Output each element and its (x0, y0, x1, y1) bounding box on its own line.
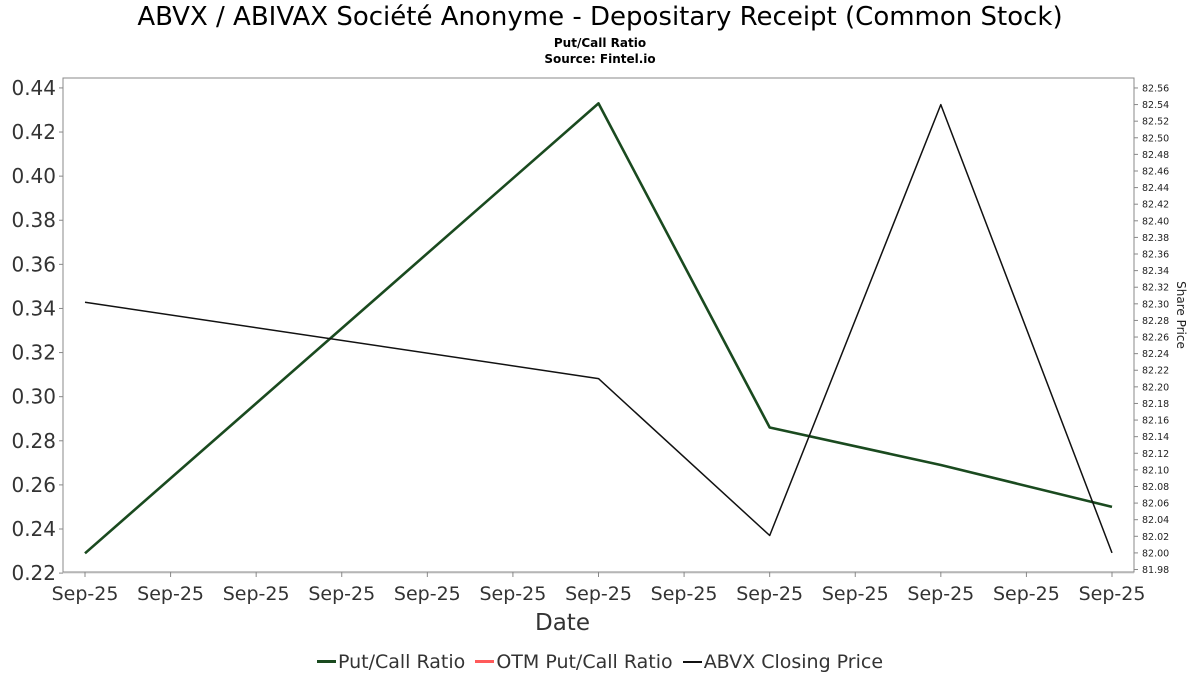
y-tick-label-left: 0.28 (11, 429, 56, 453)
chart-title: ABVX / ABIVAX Société Anonyme - Deposita… (137, 2, 1063, 32)
y-tick-label-left: 0.38 (11, 208, 56, 232)
y-tick-label-right: 82.20 (1142, 382, 1169, 393)
series-line-2 (84, 103, 1113, 554)
legend-swatch-otm-put-call (475, 660, 495, 663)
y-tick-label-right: 82.56 (1142, 83, 1169, 94)
y-tick-label-right: 82.38 (1142, 233, 1169, 244)
y-tick-label-right: 82.04 (1142, 515, 1169, 526)
y-axis-title-right: Share Price (1174, 281, 1188, 349)
y-tick-label-right: 82.14 (1142, 432, 1169, 443)
series-line-0 (84, 102, 1113, 555)
y-tick-label-right: 82.36 (1142, 250, 1169, 261)
x-tick-label: Sep-25 (308, 583, 375, 605)
chart-subtitle: Put/Call Ratio (553, 36, 647, 50)
y-tick-label-left: 0.32 (11, 341, 56, 365)
y-tick-label-right: 82.00 (1142, 548, 1169, 559)
y-tick-label-right: 82.24 (1142, 349, 1169, 360)
y-tick-label-left: 0.40 (11, 164, 56, 188)
x-axis-title: Date (535, 610, 590, 636)
y-tick-label-right: 82.26 (1142, 333, 1169, 344)
y-tick-label-right: 82.28 (1142, 316, 1169, 327)
x-tick-label: Sep-25 (651, 583, 718, 605)
legend-label-otm-put-call: OTM Put/Call Ratio (496, 650, 673, 673)
x-tick-label: Sep-25 (52, 583, 119, 605)
y-tick-label-right: 82.18 (1142, 399, 1169, 410)
legend: Put/Call Ratio OTM Put/Call Ratio ABVX C… (0, 646, 1200, 673)
y-tick-label-left: 0.24 (11, 517, 56, 541)
x-tick-label: Sep-25 (822, 583, 889, 605)
y-tick-label-left: 0.42 (11, 120, 56, 144)
y-tick-label-right: 82.22 (1142, 366, 1169, 377)
legend-label-put-call: Put/Call Ratio (337, 650, 466, 673)
y-tick-label-left: 0.44 (11, 76, 56, 100)
x-tick-label: Sep-25 (736, 583, 803, 605)
y-tick-label-right: 82.02 (1142, 532, 1169, 543)
legend-item-otm-put-call[interactable]: OTM Put/Call Ratio (475, 650, 673, 673)
y-tick-label-right: 81.98 (1142, 565, 1169, 576)
x-tick-label: Sep-25 (479, 583, 546, 605)
legend-swatch-closing-price (682, 661, 702, 663)
y-tick-label-right: 82.48 (1142, 150, 1169, 161)
x-tick-label: Sep-25 (1079, 583, 1146, 605)
x-tick-label: Sep-25 (223, 583, 290, 605)
series-layer (84, 102, 1113, 555)
y-tick-label-right: 82.50 (1142, 133, 1169, 144)
x-tick-label: Sep-25 (993, 583, 1060, 605)
y-tick-label-left: 0.26 (11, 473, 56, 497)
y-tick-label-right: 82.34 (1142, 266, 1169, 277)
y-tick-label-right: 82.46 (1142, 166, 1169, 177)
y-tick-label-right: 82.16 (1142, 416, 1169, 427)
y-tick-label-right: 82.54 (1142, 100, 1169, 111)
y-tick-label-right: 82.32 (1142, 283, 1169, 294)
y-tick-label-right: 82.06 (1142, 499, 1169, 510)
chart-source: Source: Fintel.io (544, 52, 656, 66)
y-tick-label-right: 82.10 (1142, 465, 1169, 476)
y-tick-label-left: 0.22 (11, 561, 56, 585)
y-tick-label-left: 0.34 (11, 296, 56, 320)
x-tick-label: Sep-25 (565, 583, 632, 605)
legend-item-put-call[interactable]: Put/Call Ratio (316, 650, 466, 673)
axes-layer (59, 77, 1138, 577)
y-tick-label-right: 82.12 (1142, 449, 1169, 460)
plot-frame (62, 77, 1135, 573)
legend-swatch-put-call (316, 660, 336, 663)
y-tick-label-right: 82.08 (1142, 482, 1169, 493)
y-tick-label-right: 82.42 (1142, 200, 1169, 211)
y-tick-label-right: 82.52 (1142, 117, 1169, 128)
y-tick-label-left: 0.30 (11, 385, 56, 409)
legend-label-closing-price: ABVX Closing Price (703, 651, 884, 673)
x-tick-label: Sep-25 (394, 583, 461, 605)
labels-layer: Sep-25 Sep-25 Sep-25 Sep-25 Sep-25 Sep-25 Sep-… (11, 76, 1188, 636)
x-tick-label: Sep-25 (907, 583, 974, 605)
y-tick-label-right: 82.40 (1142, 216, 1169, 227)
y-tick-label-right: 82.30 (1142, 299, 1169, 310)
x-tick-label: Sep-25 (137, 583, 204, 605)
y-tick-label-right: 82.44 (1142, 183, 1169, 194)
y-tick-label-left: 0.36 (11, 252, 56, 276)
legend-item-closing-price[interactable]: ABVX Closing Price (682, 651, 884, 673)
